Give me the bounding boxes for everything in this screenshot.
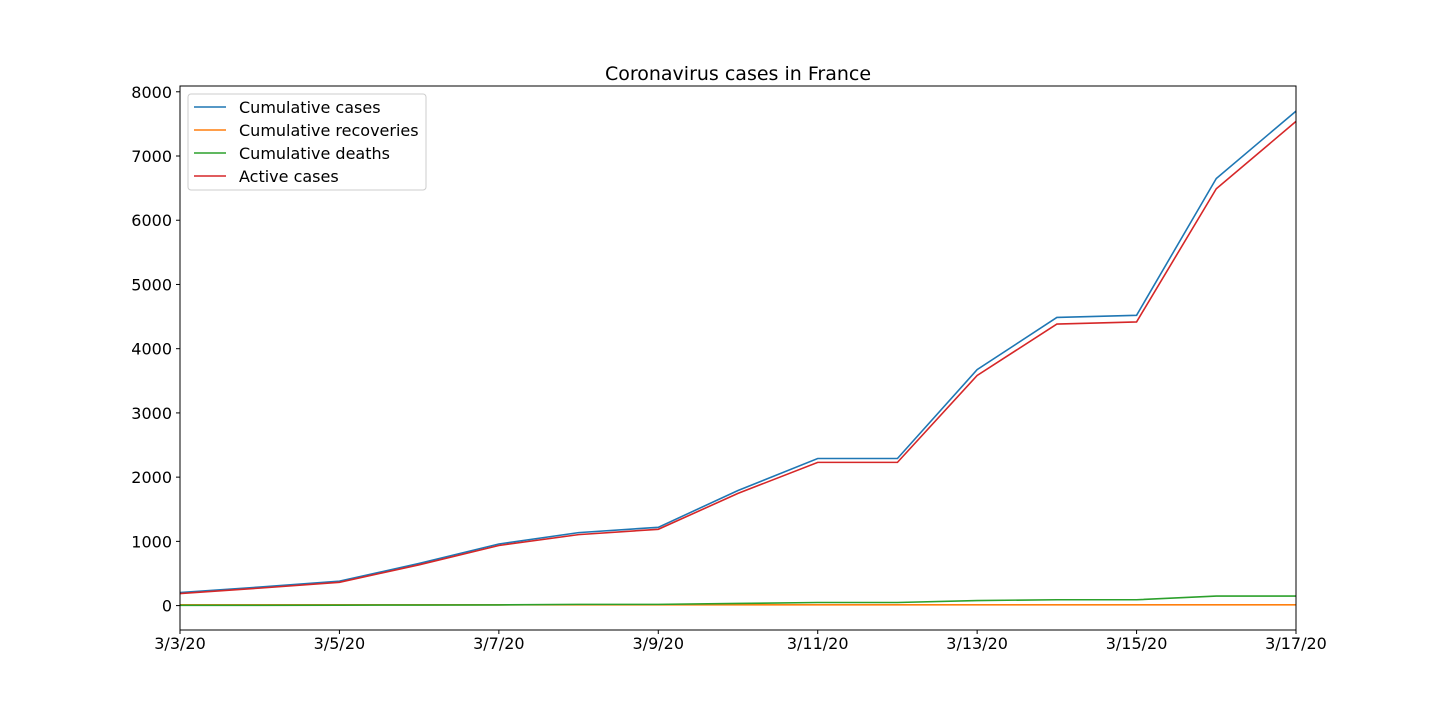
x-tick-label: 3/7/20 bbox=[473, 634, 525, 653]
x-axis: 3/3/20 3/5/20 3/7/20 3/9/20 3/11/20 3/13/20 3/… bbox=[154, 630, 1327, 653]
x-tick-label: 3/15/20 bbox=[1106, 634, 1168, 653]
x-tick-label: 3/13/20 bbox=[946, 634, 1008, 653]
legend: Cumulative cases Cumulative recoveries Cum… bbox=[187, 93, 427, 191]
y-tick-label: 6000 bbox=[131, 211, 172, 230]
y-tick-label: 7000 bbox=[131, 147, 172, 166]
y-tick-label: 2000 bbox=[131, 468, 172, 487]
x-tick-label: 3/5/20 bbox=[314, 634, 366, 653]
x-tick-label: 3/3/20 bbox=[154, 634, 206, 653]
y-tick-label: 3000 bbox=[131, 404, 172, 423]
y-axis: 0 1000 2000 3000 4000 5000 6000 7000 8000 bbox=[131, 83, 180, 616]
legend-label: Cumulative deaths bbox=[239, 144, 390, 163]
series-line-0 bbox=[179, 110, 1297, 594]
legend-label: Cumulative cases bbox=[239, 98, 381, 117]
legend-label: Active cases bbox=[239, 167, 339, 186]
chart-title: Coronavirus cases in France bbox=[605, 63, 871, 85]
legend-box bbox=[187, 93, 427, 191]
y-tick-label: 4000 bbox=[131, 340, 172, 359]
y-tick-label: 1000 bbox=[131, 532, 172, 551]
plot-lines bbox=[179, 110, 1297, 607]
plot-frame bbox=[179, 85, 1297, 631]
x-tick-label: 3/11/20 bbox=[787, 634, 849, 653]
series-line-3 bbox=[179, 120, 1297, 595]
legend-label: Cumulative recoveries bbox=[239, 121, 419, 140]
x-tick-label: 3/17/20 bbox=[1265, 634, 1327, 653]
y-tick-label: 5000 bbox=[131, 275, 172, 294]
y-tick-label: 8000 bbox=[131, 83, 172, 102]
x-tick-label: 3/9/20 bbox=[633, 634, 685, 653]
series-line-2 bbox=[180, 595, 1296, 607]
y-tick-label: 0 bbox=[162, 597, 172, 616]
